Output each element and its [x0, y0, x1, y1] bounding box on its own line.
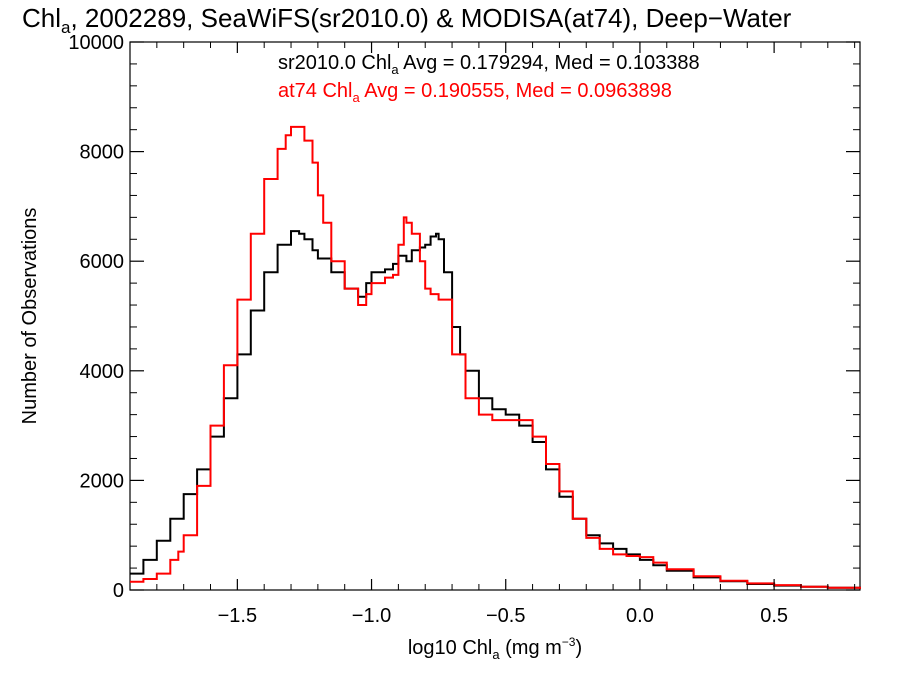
x-axis-label-subscript: a: [492, 647, 500, 662]
y-tick-label: 4000: [80, 361, 125, 383]
x-axis-label-mid: (mg m: [500, 637, 562, 659]
y-axis-ticks: 0 2000 4000 6000 8000 10000: [68, 32, 860, 602]
y-tick-label: 0: [113, 580, 124, 602]
y-tick-label: 2000: [80, 470, 125, 492]
title-suffix: , 2002289, SeaWiFS(sr2010.0) & MODISA(at…: [70, 3, 791, 33]
title-subscript: a: [61, 18, 71, 37]
x-tick-label: 0.0: [626, 605, 654, 627]
series-line-0: [130, 230, 861, 589]
x-axis-ticks: −1.5 −1.0 −0.5 0.0 0.5: [129, 42, 856, 627]
y-axis-label: Number of Observations: [19, 208, 41, 425]
x-axis-label-end: ): [575, 637, 582, 659]
title-prefix: Chl: [22, 3, 61, 33]
y-tick-label: 8000: [80, 142, 125, 164]
annotation-at74-suffix: Avg = 0.190555, Med = 0.0963898: [360, 80, 672, 102]
annotation-at74-prefix: at74 Chl: [278, 80, 353, 102]
annotation-sr2010-suffix: Avg = 0.179294, Med = 0.103388: [399, 52, 700, 74]
annotation-sr2010-subscript: a: [391, 62, 399, 77]
x-axis-label-prefix: log10 Chl: [408, 637, 493, 659]
x-tick-label: −1.0: [352, 605, 391, 627]
annotation-at74-subscript: a: [353, 90, 361, 105]
series-line-1: [130, 125, 861, 589]
x-tick-label: −0.5: [486, 605, 525, 627]
plot-frame: [129, 41, 861, 591]
x-axis-label: log10 Chla (mg m−3): [408, 635, 582, 662]
series-layer: [130, 125, 861, 589]
annotation-at74: at74 Chla Avg = 0.190555, Med = 0.096389…: [278, 80, 672, 105]
annotation-sr2010: sr2010.0 Chla Avg = 0.179294, Med = 0.10…: [278, 52, 700, 77]
x-axis-label-superscript: −3: [562, 635, 576, 649]
plot-area: −1.5 −1.0 −0.5 0.0 0.5 0 2000 4000 6000 8000 1000…: [68, 32, 861, 627]
x-tick-label: −1.5: [218, 605, 257, 627]
y-tick-label: 10000: [68, 32, 124, 54]
annotation-sr2010-prefix: sr2010.0 Chl: [278, 52, 391, 74]
chart-title: Chla, 2002289, SeaWiFS(sr2010.0) & MODIS…: [22, 3, 792, 37]
x-tick-label: 0.5: [760, 605, 788, 627]
y-tick-label: 6000: [80, 251, 125, 273]
